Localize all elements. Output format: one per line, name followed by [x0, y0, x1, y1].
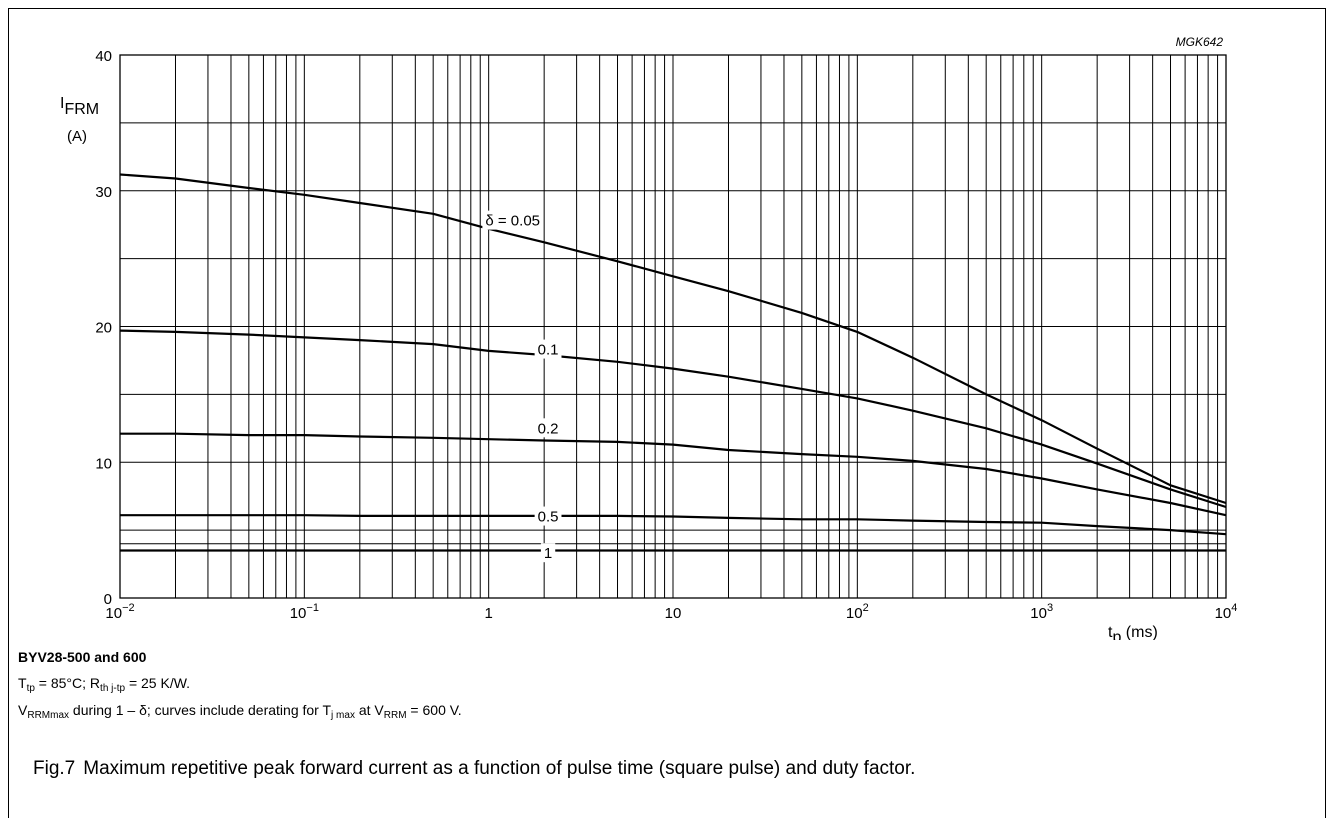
y-tick-label: 10 — [95, 455, 112, 472]
series-label-background — [534, 339, 562, 359]
tj-symbol: T — [322, 702, 332, 718]
y-axis-unit: (A) — [67, 128, 87, 145]
product-title: BYV28-500 and 600 — [18, 649, 147, 665]
t-symbol: T — [18, 675, 27, 691]
figure-title: Maximum repetitive peak forward current … — [83, 758, 916, 779]
series-label-background — [534, 418, 562, 438]
x-tick-label: 10−1 — [290, 602, 319, 622]
vrrm-symbol: V — [374, 702, 384, 718]
series-label-2: 0.2 — [538, 420, 559, 437]
series-label-1: 0.1 — [538, 342, 559, 359]
series-label-4: 1 — [544, 545, 552, 562]
tj-subscript: j max — [331, 710, 355, 721]
figure-code: MGK642 — [1176, 35, 1224, 49]
x-axis-label: tp (ms) — [1108, 624, 1158, 640]
x-tick-label: 10 — [665, 605, 682, 622]
chart: MGK642 0 10 20 30 40 10−2 10−1 1 10 102 103 104 IFRM (… — [60, 35, 1238, 640]
y-tick-label: 40 — [95, 48, 112, 65]
figure-number: Fig.7 — [33, 758, 76, 779]
x-tick-label: 103 — [1030, 602, 1053, 622]
r-subscript: th j-tp — [100, 683, 126, 694]
y-tick-label: 20 — [95, 320, 112, 337]
series-line-1 — [119, 329, 1227, 509]
r-symbol: R — [89, 675, 101, 691]
conditions-line-1: Ttp = 85°C; Rth j-tp = 25 K/W. — [18, 676, 190, 694]
plot-frame — [119, 54, 1227, 599]
x-tick-label: 104 — [1215, 602, 1238, 622]
figure-frame — [8, 8, 1326, 818]
series-label-background — [534, 506, 562, 526]
series-label-3: 0.5 — [538, 509, 559, 526]
series-label-background — [540, 543, 556, 563]
v-subscript: RRMmax — [27, 710, 70, 721]
y-axis-label: IFRM — [60, 95, 99, 118]
series-label-background — [482, 210, 544, 230]
y-tick-label: 0 — [104, 591, 112, 608]
series-label-0: δ = 0.05 — [485, 213, 540, 230]
r-value: = 25 K/W. — [125, 675, 191, 691]
t-subscript: tp — [26, 683, 35, 694]
vrrm-subscript: RRM — [383, 710, 407, 721]
v-symbol: V — [18, 702, 28, 718]
figure-caption: Fig.7 Maximum repetitive peak forward cur… — [33, 758, 915, 780]
x-tick-label: 102 — [846, 602, 869, 622]
cond2-text-3: = 600 V. — [406, 702, 462, 718]
cond2-text-2: at — [354, 702, 375, 718]
y-tick-label: 30 — [95, 184, 112, 201]
conditions-line-2: VRRMmax during 1 – δ; curves include der… — [18, 703, 462, 721]
x-tick-label: 1 — [484, 605, 492, 622]
cond2-text-1: during 1 – δ; curves include derating fo… — [69, 702, 323, 718]
x-tick-label: 10−2 — [105, 602, 134, 622]
t-value: = 85°C; — [34, 675, 90, 691]
series-line-3 — [120, 514, 1227, 536]
series-line-2 — [120, 432, 1227, 517]
series-line-0 — [119, 173, 1227, 505]
